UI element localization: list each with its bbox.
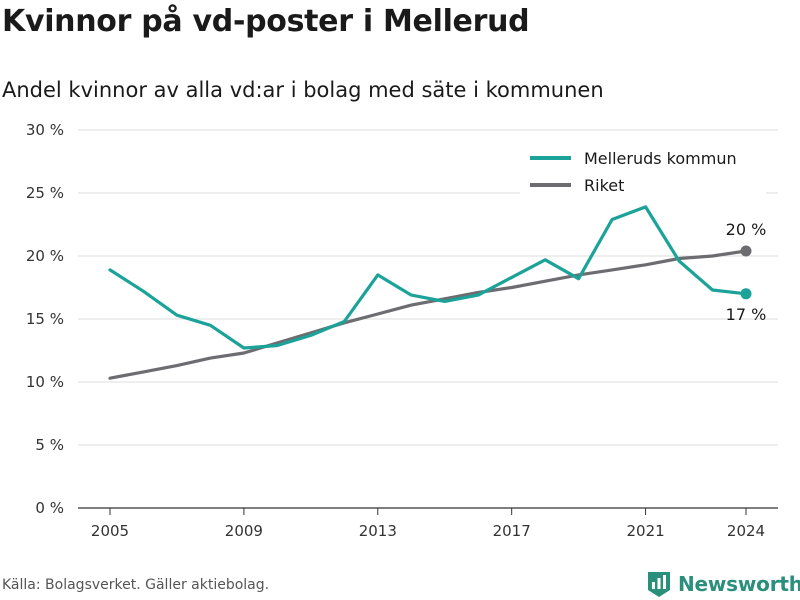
y-tick-label: 30 %	[26, 121, 64, 139]
end-labels: 17 % 20 %	[726, 220, 767, 324]
end-label-riket: 20 %	[726, 220, 767, 239]
grid-lines	[78, 129, 778, 509]
legend-label: Riket	[584, 176, 624, 195]
series-lines	[108, 205, 752, 380]
end-point-marker	[740, 288, 752, 300]
x-tick-label: 2013	[359, 522, 397, 540]
legend-label: Melleruds kommun	[584, 149, 737, 168]
y-tick-label: 10 %	[26, 373, 64, 391]
y-tick-label: 5 %	[35, 436, 64, 454]
series-line-riket	[108, 249, 748, 380]
chart-title: Kvinnor på vd-poster i Mellerud	[2, 4, 530, 39]
x-tick-label: 2009	[225, 522, 263, 540]
x-tick-label: 2017	[493, 522, 531, 540]
x-tick-label: 2005	[91, 522, 129, 540]
x-tick-label: 2024	[727, 522, 765, 540]
brand-name: Newsworthy	[678, 572, 800, 596]
brand: Newsworthy	[646, 570, 800, 598]
chart-subtitle: Andel kvinnor av alla vd:ar i bolag med …	[2, 78, 604, 102]
series-line-melleruds-kommun	[108, 205, 748, 350]
newsworthy-logo-icon	[648, 572, 670, 597]
end-point-marker	[740, 245, 752, 257]
y-tick-label: 20 %	[26, 247, 64, 265]
y-tick-label: 25 %	[26, 184, 64, 202]
x-tick-label: 2021	[626, 522, 664, 540]
legend: Melleruds kommun Riket	[520, 140, 766, 198]
source-note: Källa: Bolagsverket. Gäller aktiebolag.	[2, 577, 270, 593]
y-tick-label: 15 %	[26, 310, 64, 328]
y-tick-label: 0 %	[35, 499, 64, 517]
legend-background	[520, 140, 766, 198]
end-label-melleruds-kommun: 17 %	[726, 305, 767, 324]
y-axis-ticks: 0 % 5 % 10 % 15 % 20 % 25 % 30 %	[26, 121, 64, 517]
x-axis-ticks: 2005 2009 2013 2017 2021 2024	[91, 508, 765, 540]
